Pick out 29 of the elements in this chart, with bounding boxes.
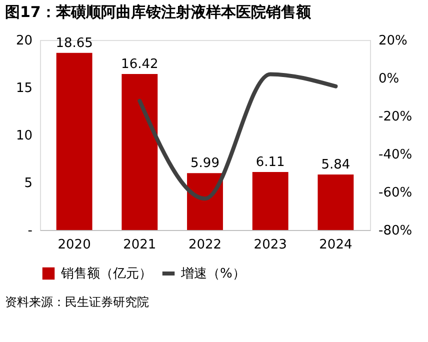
chart-title: 图17：苯磺顺阿曲库铵注射液样本医院销售额 <box>5 3 312 21</box>
data-label: 6.11 <box>256 154 285 170</box>
x-tick-label: 2024 <box>319 238 352 252</box>
y2-tick-label: 0% <box>378 72 400 86</box>
x-tick-label: 2021 <box>123 238 156 252</box>
y-tick-label: 20 <box>16 34 32 48</box>
text: 资料来源：民生证券研究院 <box>5 295 149 309</box>
data-label: 18.65 <box>56 36 93 51</box>
data-label: 16.42 <box>121 57 158 72</box>
y-tick-label: 15 <box>16 81 32 96</box>
x-tick-label: 2023 <box>254 238 287 252</box>
y-tick-label: 5 <box>24 176 32 191</box>
y2-tick-label: -40% <box>378 148 412 162</box>
y-tick-label: 10 <box>16 128 32 144</box>
x-tick-label: 2022 <box>188 238 222 252</box>
x-tick-label: 2020 <box>58 238 91 252</box>
legend-label: 销售额（亿元） <box>60 266 152 282</box>
data-label: 5.84 <box>321 158 350 173</box>
bar <box>318 174 354 230</box>
bar <box>122 74 158 230</box>
legend-label: 增速（%） <box>180 266 246 282</box>
y2-tick-label: 20% <box>378 34 408 48</box>
y2-tick-label: -80% <box>378 224 412 238</box>
y2-tick-label: -20% <box>378 110 412 124</box>
bar <box>56 52 92 230</box>
data-label: 5.99 <box>190 156 220 172</box>
y-tick-label: - <box>28 224 33 238</box>
y2-tick-label: -60% <box>378 186 412 200</box>
bar <box>252 172 288 230</box>
